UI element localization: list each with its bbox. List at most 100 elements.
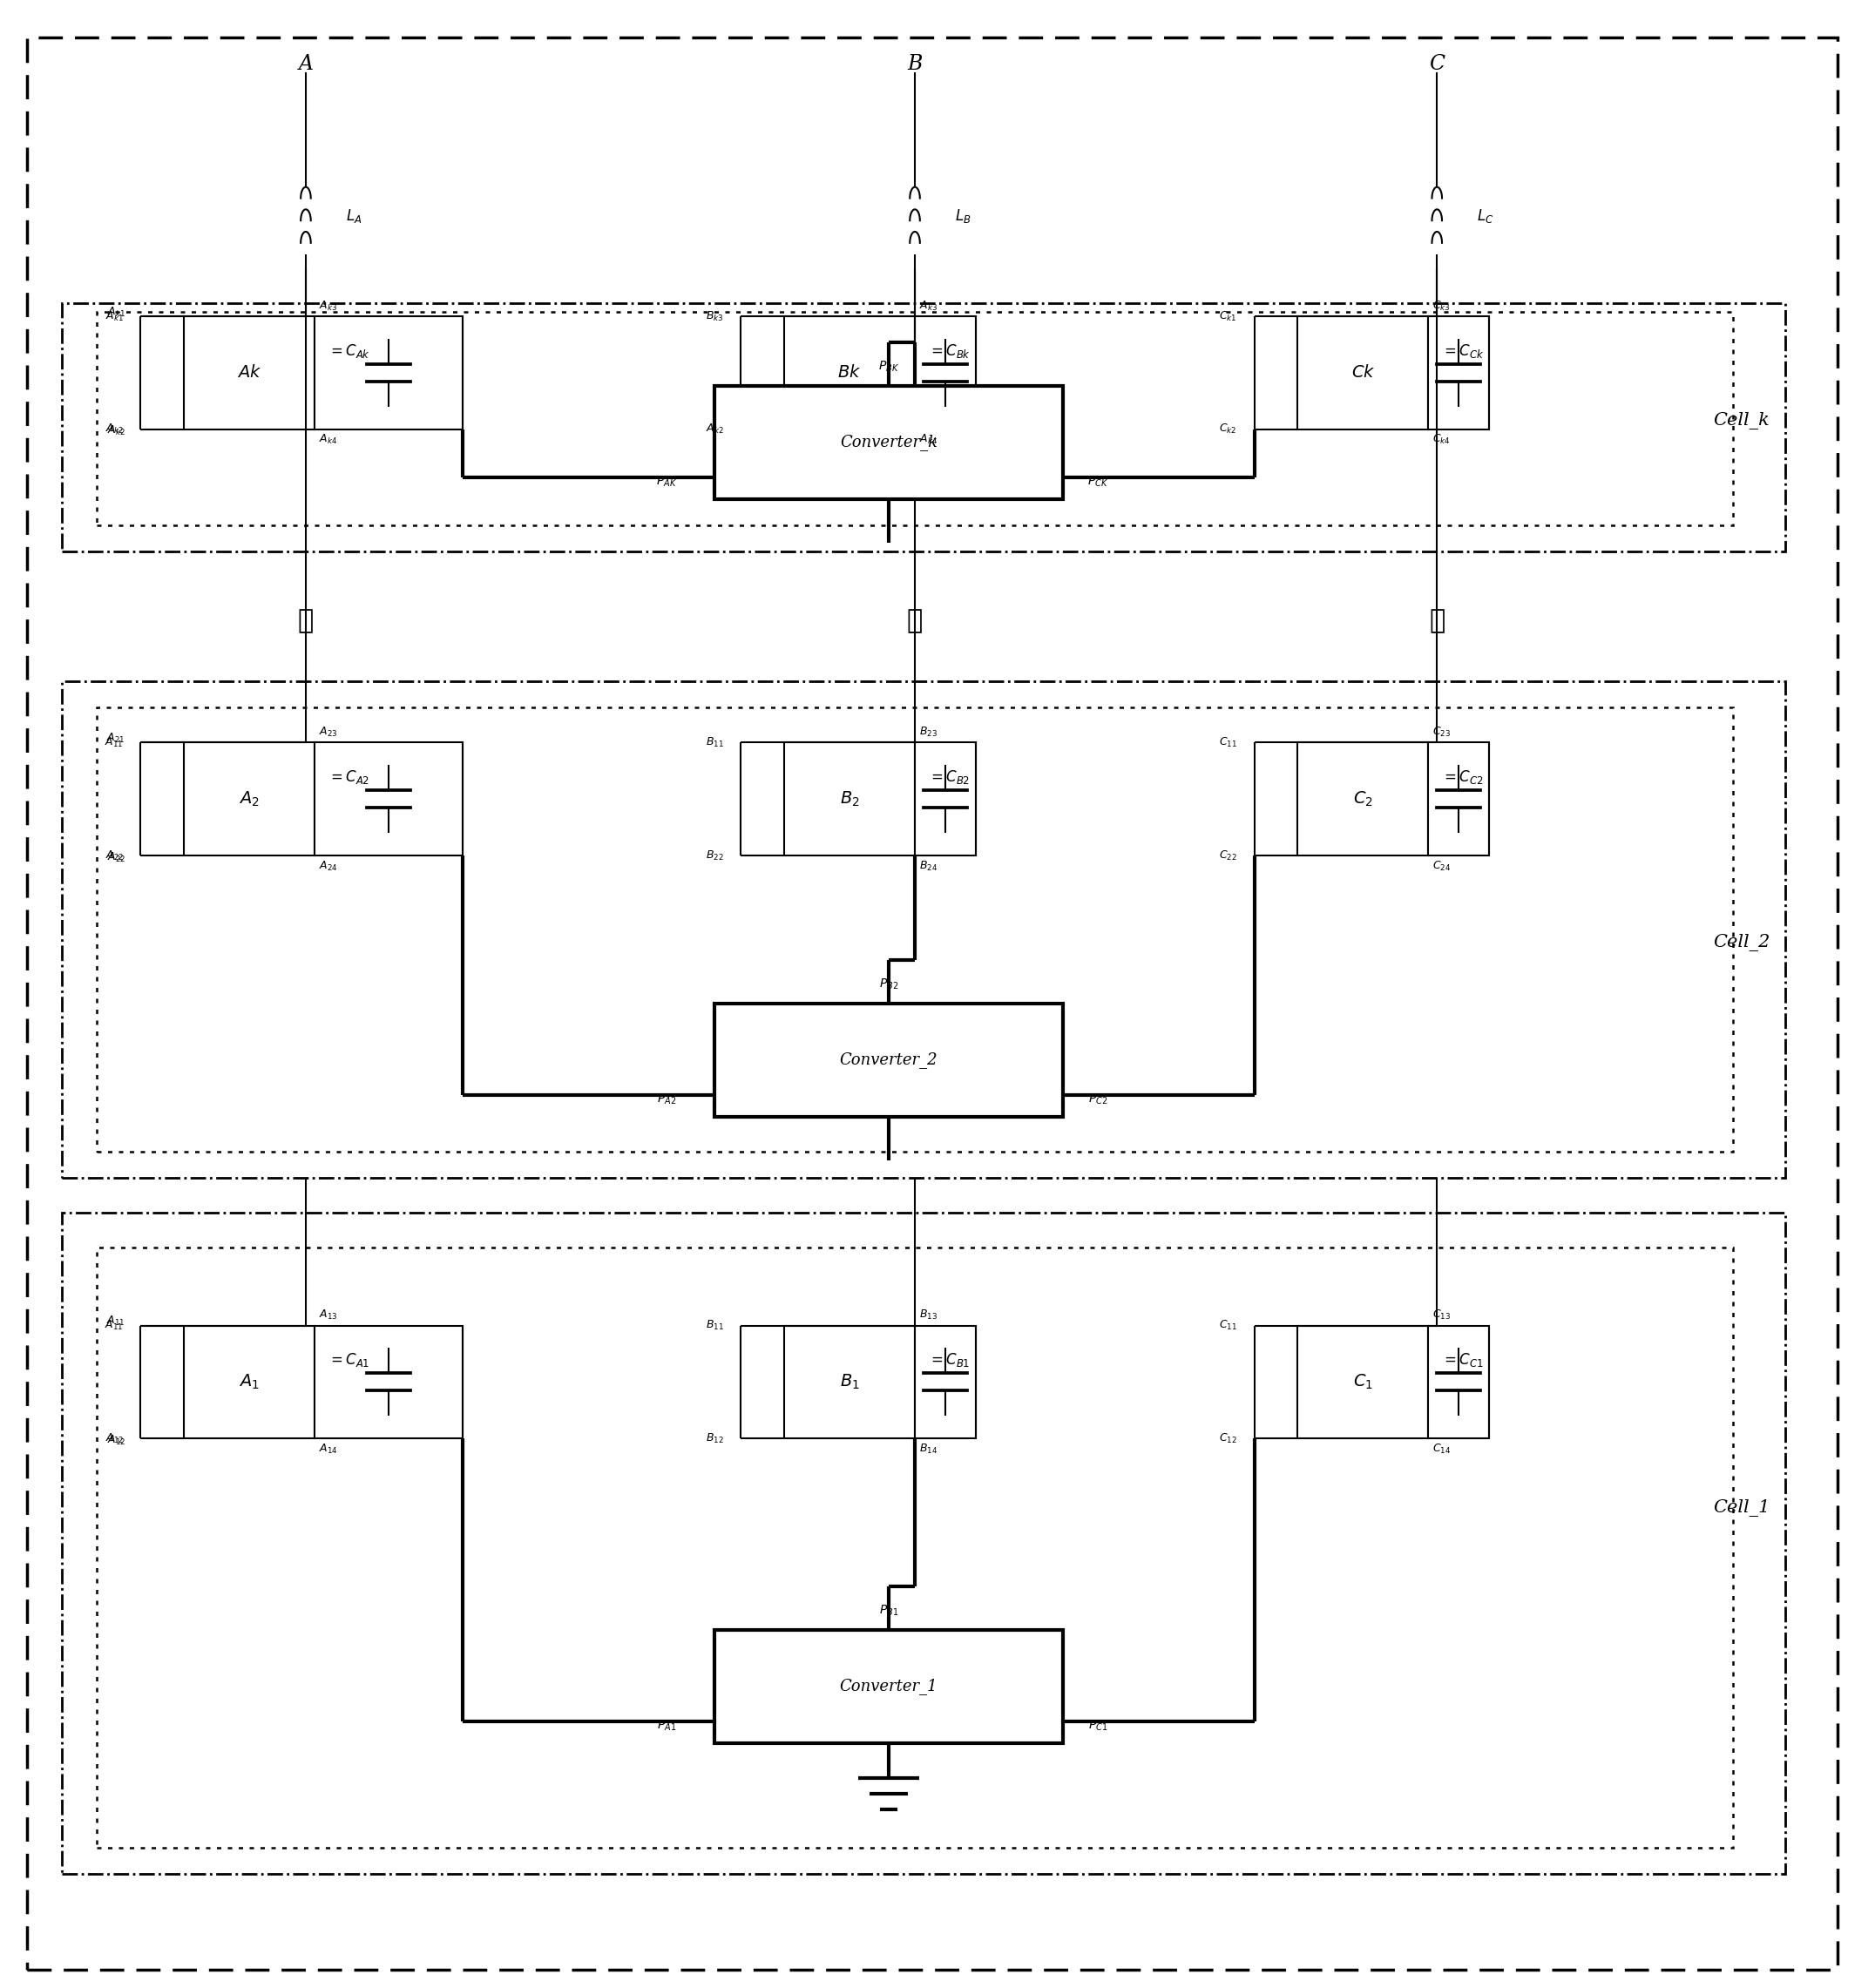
Text: $C_{k2}$: $C_{k2}$ [1219, 423, 1238, 435]
Text: $P_{B2}$: $P_{B2}$ [879, 978, 898, 992]
Text: $A_{k1}$: $A_{k1}$ [105, 310, 124, 322]
Text: $C_{23}$: $C_{23}$ [1432, 726, 1451, 740]
Text: $C_{k1}$: $C_{k1}$ [1219, 310, 1238, 322]
Text: $L_A$: $L_A$ [345, 207, 362, 225]
Text: ⋮: ⋮ [298, 606, 313, 634]
Text: $P_{AK}$: $P_{AK}$ [656, 475, 677, 489]
Text: $Bk$: $Bk$ [838, 364, 861, 382]
Bar [915, 316, 975, 429]
Bar [98, 1246, 1732, 1847]
Bar [184, 316, 315, 429]
Text: $B_{24}$: $B_{24}$ [919, 859, 938, 873]
Text: $A_{k2}$: $A_{k2}$ [705, 423, 724, 435]
Text: $C_{11}$: $C_{11}$ [1219, 736, 1238, 749]
Text: $P_{A1}$: $P_{A1}$ [656, 1718, 677, 1734]
Text: $C_{12}$: $C_{12}$ [1219, 1431, 1238, 1445]
Text: $P_{C2}$: $P_{C2}$ [1087, 1091, 1108, 1107]
Text: $A_{k4}$: $A_{k4}$ [319, 433, 338, 447]
Text: $A_{11}$: $A_{11}$ [105, 1318, 124, 1332]
Text: ⋮: ⋮ [908, 606, 923, 634]
Text: $A_{k1}$: $A_{k1}$ [107, 306, 126, 318]
Text: $P_{CK}$: $P_{CK}$ [1087, 475, 1108, 489]
Text: $B_{13}$: $B_{13}$ [919, 1308, 938, 1322]
Text: $=C_{A2}$: $=C_{A2}$ [328, 769, 369, 785]
Text: $B_{11}$: $B_{11}$ [705, 1318, 724, 1332]
Bar [315, 1326, 463, 1439]
Text: $A_1$: $A_1$ [238, 1374, 259, 1392]
Text: $P_{C1}$: $P_{C1}$ [1087, 1718, 1108, 1734]
Text: $B_{11}$: $B_{11}$ [705, 736, 724, 749]
Text: $C_{22}$: $C_{22}$ [1219, 849, 1238, 863]
Text: $A_{k3}$: $A_{k3}$ [319, 300, 338, 312]
Bar [1298, 744, 1429, 855]
Bar [98, 312, 1732, 525]
Bar [1429, 316, 1489, 429]
Text: $A_{11}$: $A_{11}$ [107, 1314, 126, 1328]
Text: $B_{14}$: $B_{14}$ [919, 1443, 938, 1455]
Bar [184, 1326, 315, 1439]
Text: $B_1$: $B_1$ [840, 1374, 859, 1392]
Bar [784, 316, 915, 429]
Text: A: A [298, 54, 313, 74]
Text: $Ck$: $Ck$ [1352, 364, 1374, 382]
Bar [915, 1326, 975, 1439]
Text: $P_{A2}$: $P_{A2}$ [658, 1091, 677, 1107]
Text: $B_{22}$: $B_{22}$ [705, 849, 724, 863]
Text: $P_{B1}$: $P_{B1}$ [879, 1604, 898, 1618]
Text: B: B [908, 54, 923, 74]
Text: $C_{11}$: $C_{11}$ [1219, 1318, 1238, 1332]
Text: $P_{BK}$: $P_{BK}$ [878, 360, 900, 374]
Text: $A_{24}$: $A_{24}$ [319, 859, 338, 873]
Text: $A_{23}$: $A_{23}$ [319, 726, 338, 740]
Text: $B_2$: $B_2$ [840, 789, 859, 809]
Text: $=C_{B2}$: $=C_{B2}$ [928, 769, 969, 785]
Bar [62, 1213, 1785, 1873]
Bar [714, 386, 1063, 499]
Text: $L_C$: $L_C$ [1476, 207, 1492, 225]
Text: Converter_k: Converter_k [840, 433, 938, 451]
Text: $A_{12}$: $A_{12}$ [107, 1433, 126, 1447]
Text: $Ak$: $Ak$ [236, 364, 261, 382]
Text: $=C_{Bk}$: $=C_{Bk}$ [928, 342, 971, 360]
Text: $=C_{C2}$: $=C_{C2}$ [1442, 769, 1483, 785]
Bar [62, 682, 1785, 1177]
Text: C: C [1429, 54, 1446, 74]
Text: Cell_2: Cell_2 [1714, 934, 1770, 952]
Text: $A_{12}$: $A_{12}$ [105, 1431, 124, 1445]
Bar [714, 1630, 1063, 1743]
Bar [784, 1326, 915, 1439]
Text: Converter_2: Converter_2 [840, 1052, 938, 1068]
Text: $A_{22}$: $A_{22}$ [105, 849, 124, 863]
Text: $A_{k3}$: $A_{k3}$ [919, 300, 938, 312]
Text: $=C_{C1}$: $=C_{C1}$ [1442, 1352, 1483, 1370]
Text: $A_{13}$: $A_{13}$ [319, 1308, 338, 1322]
Bar [315, 316, 463, 429]
Text: $=C_{B1}$: $=C_{B1}$ [928, 1352, 969, 1370]
Bar [1429, 1326, 1489, 1439]
Text: $C_{k3}$: $C_{k3}$ [1432, 300, 1451, 312]
Text: $L_B$: $L_B$ [954, 207, 971, 225]
Bar [315, 744, 463, 855]
Text: $A_{k4}$: $A_{k4}$ [919, 433, 938, 447]
Text: $B_{23}$: $B_{23}$ [919, 726, 938, 740]
Bar [714, 1004, 1063, 1117]
Bar [915, 744, 975, 855]
Text: $A_{14}$: $A_{14}$ [319, 1443, 338, 1455]
Text: $C_{13}$: $C_{13}$ [1432, 1308, 1451, 1322]
Text: $=C_{Ck}$: $=C_{Ck}$ [1442, 342, 1485, 360]
Text: $C_1$: $C_1$ [1354, 1374, 1372, 1392]
Text: $C_2$: $C_2$ [1354, 789, 1372, 809]
Bar [1298, 1326, 1429, 1439]
Text: $C_{14}$: $C_{14}$ [1432, 1443, 1451, 1455]
Text: $C_{k4}$: $C_{k4}$ [1432, 433, 1451, 447]
Bar [62, 304, 1785, 551]
Text: $A_{22}$: $A_{22}$ [107, 851, 126, 865]
Text: Cell_1: Cell_1 [1714, 1499, 1770, 1517]
Bar [784, 744, 915, 855]
Text: $A_2$: $A_2$ [238, 789, 259, 809]
Text: $B_{12}$: $B_{12}$ [705, 1431, 724, 1445]
Text: $A_{k2}$: $A_{k2}$ [105, 423, 124, 435]
Text: Cell_k: Cell_k [1714, 412, 1770, 429]
Bar [98, 708, 1732, 1151]
Text: $A_{21}$: $A_{21}$ [107, 732, 126, 746]
